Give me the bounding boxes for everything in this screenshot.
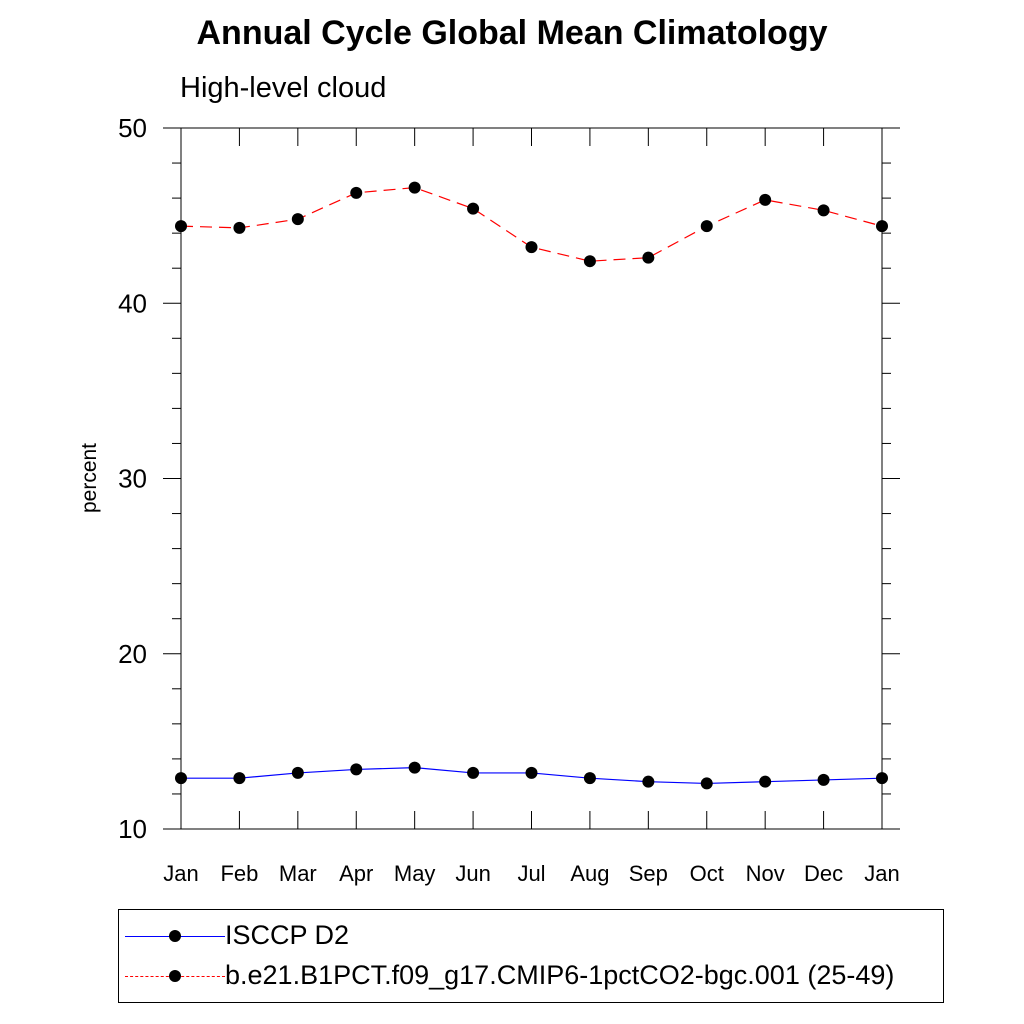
legend-entry-isccp: ISCCP D2 bbox=[119, 916, 943, 956]
legend-label: ISCCP D2 bbox=[225, 920, 350, 950]
data-point-0 bbox=[525, 766, 538, 779]
data-point-0 bbox=[291, 766, 304, 779]
data-point-0 bbox=[876, 772, 888, 785]
y-tick-label: 50 bbox=[118, 113, 147, 143]
plot-border bbox=[180, 127, 883, 830]
data-point-1 bbox=[408, 181, 421, 194]
chart-plot: Jan Feb Mar Apr May Jun Jul Aug Sep Oct Nov Dec Jan 1… bbox=[78, 113, 900, 886]
data-point-0 bbox=[817, 773, 830, 786]
data-point-1 bbox=[525, 241, 538, 254]
data-point-0 bbox=[700, 777, 713, 790]
data-point-1 bbox=[175, 220, 187, 233]
x-tick-label: Jun bbox=[455, 861, 490, 886]
y-axis-label: percent bbox=[78, 443, 101, 513]
data-point-1 bbox=[759, 193, 772, 206]
legend-marker bbox=[169, 930, 181, 942]
x-tick-label: May bbox=[394, 861, 436, 886]
x-tick-label: Nov bbox=[746, 861, 785, 886]
y-tick-label: 10 bbox=[118, 814, 147, 844]
x-tick-label: Aug bbox=[570, 861, 609, 886]
x-tick-label: Dec bbox=[804, 861, 843, 886]
data-point-1 bbox=[467, 202, 480, 215]
data-point-0 bbox=[642, 775, 655, 788]
x-tick-label: Apr bbox=[339, 861, 373, 886]
data-point-0 bbox=[350, 763, 363, 776]
legend-marker bbox=[169, 970, 181, 982]
x-tick-label: Oct bbox=[690, 861, 724, 886]
x-tick-label: Jan bbox=[864, 861, 899, 886]
data-point-0 bbox=[467, 766, 480, 779]
data-point-0 bbox=[408, 761, 421, 774]
chart-title: Annual Cycle Global Mean Climatology bbox=[196, 14, 828, 52]
data-point-1 bbox=[642, 251, 655, 264]
data-point-0 bbox=[233, 772, 246, 785]
data-point-1 bbox=[700, 220, 713, 233]
data-point-1 bbox=[350, 186, 363, 199]
x-tick-label: Mar bbox=[279, 861, 317, 886]
y-tick-label: 30 bbox=[118, 464, 147, 494]
x-tick-label: Feb bbox=[220, 861, 258, 886]
data-point-0 bbox=[759, 775, 772, 788]
legend: ISCCP D2 b.e21.B1PCT.f09_g17.CMIP6-1pctC… bbox=[118, 909, 944, 1003]
x-tick-label: Jul bbox=[517, 861, 545, 886]
chart-subtitle: High-level cloud bbox=[180, 72, 387, 104]
y-tick-label: 20 bbox=[118, 639, 147, 669]
data-point-1 bbox=[233, 221, 246, 234]
legend-entry-model: b.e21.B1PCT.f09_g17.CMIP6-1pctCO2-bgc.00… bbox=[119, 956, 943, 996]
data-point-1 bbox=[583, 255, 596, 268]
data-point-1 bbox=[876, 220, 888, 233]
y-tick-label: 40 bbox=[118, 288, 147, 318]
data-point-1 bbox=[291, 213, 304, 226]
data-point-0 bbox=[175, 772, 187, 785]
data-point-0 bbox=[583, 772, 596, 785]
data-point-1 bbox=[817, 204, 830, 217]
legend-label: b.e21.B1PCT.f09_g17.CMIP6-1pctCO2-bgc.00… bbox=[225, 960, 895, 990]
x-tick-label: Sep bbox=[629, 861, 668, 886]
x-tick-label: Jan bbox=[163, 861, 198, 886]
